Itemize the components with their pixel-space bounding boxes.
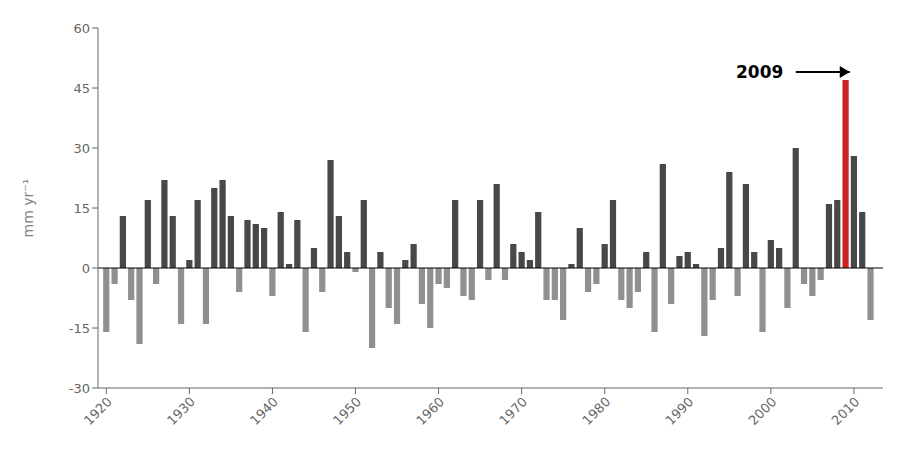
svg-text:1930: 1930 [164,394,198,428]
svg-text:2000: 2000 [745,394,779,428]
svg-text:2010: 2010 [829,394,863,428]
svg-text:mm yr⁻¹: mm yr⁻¹ [20,179,36,238]
svg-text:1920: 1920 [81,394,115,428]
svg-text:15: 15 [73,201,90,216]
svg-text:1950: 1950 [330,394,364,428]
svg-text:1990: 1990 [662,394,696,428]
svg-text:30: 30 [73,141,90,156]
svg-text:-15: -15 [69,321,90,336]
svg-text:60: 60 [73,21,90,36]
svg-text:45: 45 [73,81,90,96]
svg-text:2009: 2009 [736,62,783,82]
svg-text:1960: 1960 [413,394,447,428]
svg-text:-30: -30 [69,381,90,396]
svg-text:0: 0 [82,261,90,276]
svg-text:1980: 1980 [579,394,613,428]
svg-text:1970: 1970 [496,394,530,428]
svg-text:1940: 1940 [247,394,281,428]
